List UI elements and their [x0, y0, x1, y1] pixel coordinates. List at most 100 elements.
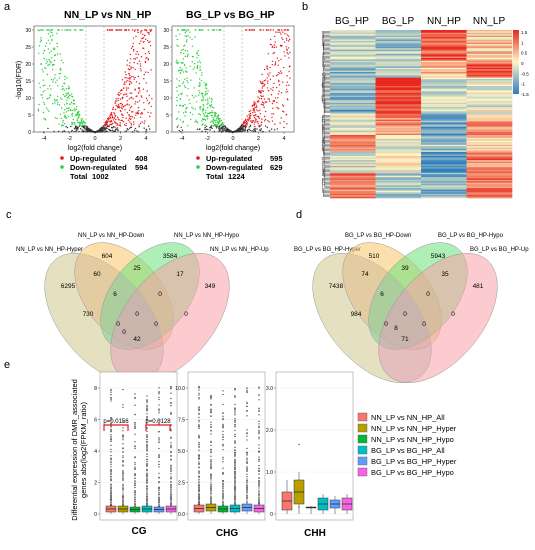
volcano-point — [246, 115, 248, 117]
volcano-point — [56, 103, 59, 106]
heatmap-cell — [330, 93, 376, 95]
volcano-point — [274, 97, 277, 99]
volcano-point — [264, 110, 267, 113]
volcano-point — [76, 126, 78, 128]
volcano-point — [232, 131, 234, 133]
heatmap-cell — [421, 76, 467, 78]
volcano-point — [218, 128, 221, 130]
volcano-point — [267, 73, 269, 75]
outlier-point — [110, 417, 112, 419]
volcano-point — [50, 78, 53, 81]
y-tick-label: 3.0 — [266, 386, 273, 392]
heatmap-cell — [330, 46, 376, 49]
volcano-point — [93, 131, 96, 133]
heatmap-cell — [466, 111, 513, 113]
volcano-point — [132, 121, 135, 123]
outlier-point — [134, 414, 136, 416]
outlier-point — [110, 434, 112, 436]
outlier-point — [198, 461, 200, 463]
heatmap-cell — [330, 142, 376, 144]
volcano-point — [245, 29, 247, 31]
volcano-point — [126, 77, 128, 79]
volcano-point — [45, 59, 48, 61]
heatmap-cell — [466, 129, 513, 132]
outlier-point — [146, 487, 148, 489]
outlier-point — [210, 423, 212, 426]
volcano-point — [122, 116, 124, 119]
heatmap-cell — [466, 83, 513, 85]
outlier-point — [234, 403, 236, 405]
volcano-point — [116, 123, 119, 125]
outlier-point — [146, 422, 148, 424]
y-tick-label: 15 — [163, 79, 169, 85]
volcano-point — [207, 106, 209, 109]
outlier-point — [146, 427, 148, 429]
volcano-point — [263, 80, 265, 82]
volcano-point — [187, 125, 189, 127]
volcano-point — [51, 57, 53, 59]
volcano-point — [43, 103, 46, 105]
volcano-point — [278, 79, 280, 82]
volcano-point — [260, 82, 262, 84]
volcano-point — [120, 119, 122, 122]
volcano-point — [143, 108, 145, 111]
volcano-point — [58, 104, 61, 106]
dendrogram-branch — [324, 105, 330, 112]
volcano-point — [207, 102, 209, 104]
outlier-point — [158, 481, 160, 483]
volcano-point — [189, 102, 191, 105]
volcano-point — [132, 98, 134, 100]
dendrogram-branch — [322, 115, 330, 119]
heatmap-cell — [330, 164, 376, 167]
volcano-point — [116, 105, 119, 108]
volcano-point — [180, 93, 183, 96]
heatmap-cell — [466, 160, 513, 162]
volcano-point — [71, 102, 73, 104]
outlier-point — [170, 481, 172, 483]
volcano-point — [280, 92, 283, 94]
outlier-point — [158, 396, 160, 398]
volcano-point — [273, 46, 275, 49]
outlier-point — [146, 439, 148, 441]
heatmap-cell — [466, 178, 513, 181]
volcano-point — [186, 50, 189, 52]
heatmap-cell — [466, 34, 513, 36]
volcano-point — [196, 121, 198, 123]
dendrogram-branch — [322, 36, 330, 40]
volcano-point — [184, 49, 186, 52]
heatmap-cell — [330, 42, 376, 45]
heatmap-cell — [375, 93, 422, 95]
volcano-point — [143, 127, 145, 129]
volcano-point — [82, 121, 85, 123]
volcano-point — [52, 48, 55, 50]
venn-c-ellipse-a-tint — [44, 253, 164, 383]
heatmap-cell — [330, 35, 376, 38]
heatmap-cell — [466, 156, 513, 158]
volcano-point — [124, 130, 126, 133]
volcano-point — [40, 94, 42, 96]
volcano-point — [61, 88, 64, 91]
outlier-point — [122, 477, 124, 479]
volcano-point — [123, 121, 125, 123]
volcano-point — [135, 81, 138, 83]
heatmap-cell — [421, 44, 467, 46]
volcano-point — [61, 98, 63, 101]
volcano-point — [249, 115, 251, 117]
outlier-point — [158, 472, 160, 474]
volcano-point — [151, 98, 153, 100]
heatmap-cell — [466, 161, 513, 164]
outlier-point — [110, 419, 112, 421]
volcano-point — [136, 130, 138, 132]
heatmap-cell — [421, 108, 467, 111]
volcano-point — [129, 78, 131, 80]
heatmap-cell — [466, 37, 513, 39]
volcano-point — [203, 115, 206, 117]
outlier-point — [234, 433, 236, 435]
volcano-point — [125, 29, 128, 31]
volcano-point — [186, 95, 188, 97]
volcano-point — [207, 128, 209, 131]
outlier-point — [198, 455, 200, 457]
heatmap-cell — [330, 196, 376, 199]
volcano-point — [128, 114, 130, 116]
outlier-point — [110, 457, 112, 459]
